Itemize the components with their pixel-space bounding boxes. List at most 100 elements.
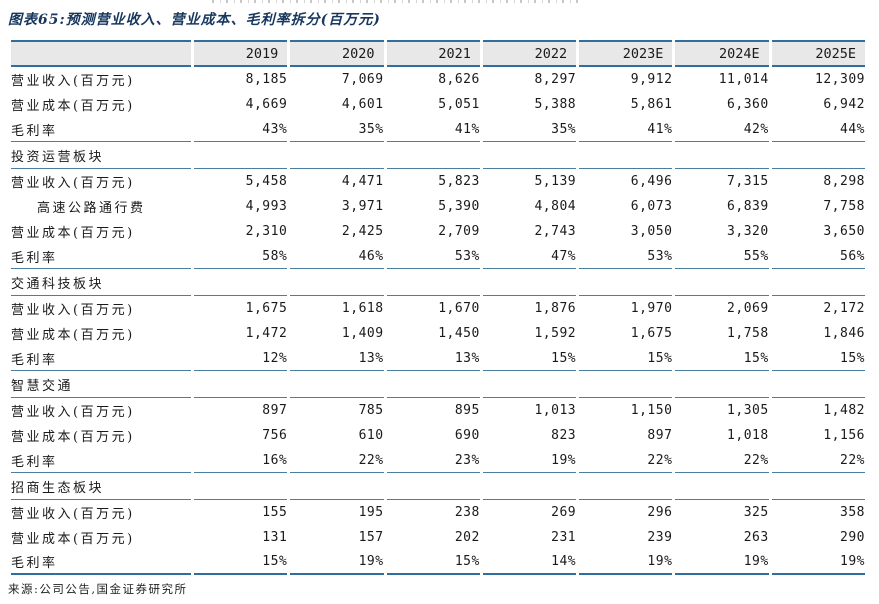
section-empty-cell bbox=[482, 269, 577, 296]
value-cell: 6,360 bbox=[727, 97, 769, 112]
value-cell: 22% bbox=[675, 448, 769, 473]
section-empty-cell bbox=[482, 473, 577, 500]
value-cell: 897 bbox=[647, 428, 673, 443]
value-cell: 1,482 bbox=[823, 403, 865, 418]
value-cell: 56% bbox=[771, 244, 865, 269]
value-cell: 239 bbox=[647, 530, 673, 545]
value-cell: 8,185 bbox=[245, 72, 288, 87]
section-empty-cell bbox=[482, 371, 577, 398]
section-empty-cell bbox=[579, 142, 673, 169]
table-row: 毛利率 43% 35% 41% 35% 41% 42% 44% bbox=[11, 117, 865, 142]
row-label: 营业收入(百万元) bbox=[11, 405, 135, 420]
value-cell: 1,670 bbox=[438, 301, 480, 316]
section-empty-cell bbox=[194, 142, 288, 169]
value-cell: 19% bbox=[290, 550, 384, 575]
value-cell: 7,315 bbox=[727, 174, 769, 189]
row-label: 营业成本(百万元) bbox=[11, 99, 135, 114]
value-cell: 296 bbox=[647, 505, 673, 520]
column-header: 2024E bbox=[675, 40, 769, 67]
row-label: 营业成本(百万元) bbox=[11, 532, 135, 547]
value-cell: 6,839 bbox=[727, 199, 769, 214]
value-cell: 358 bbox=[840, 505, 865, 520]
value-cell: 46% bbox=[290, 244, 384, 269]
section-empty-cell bbox=[579, 371, 673, 398]
value-cell: 1,675 bbox=[630, 326, 673, 341]
section-title-row: 投资运营板块 bbox=[11, 142, 865, 169]
source-note: 来源:公司公告,国金证券研究所 bbox=[8, 582, 188, 596]
table-row: 营业成本(百万元) 131 157 202 231 239 263 290 bbox=[11, 525, 865, 550]
section-empty-cell bbox=[386, 473, 480, 500]
value-cell: 269 bbox=[551, 505, 577, 520]
value-cell: 22% bbox=[771, 448, 865, 473]
value-cell: 690 bbox=[454, 428, 480, 443]
row-label: 毛利率 bbox=[11, 346, 191, 371]
value-cell: 290 bbox=[840, 530, 865, 545]
value-cell: 15% bbox=[386, 550, 480, 575]
value-cell: 6,942 bbox=[823, 97, 865, 112]
table-row: 营业成本(百万元) 1,472 1,409 1,450 1,592 1,675 1,758 1… bbox=[11, 321, 865, 346]
value-cell: 7,069 bbox=[341, 72, 384, 87]
section-empty-cell bbox=[675, 371, 769, 398]
value-cell: 3,050 bbox=[630, 224, 673, 239]
value-cell: 3,650 bbox=[823, 224, 865, 239]
value-cell: 6,496 bbox=[630, 174, 673, 189]
value-cell: 2,069 bbox=[727, 301, 769, 316]
column-header: 2022 bbox=[482, 40, 577, 67]
value-cell: 5,823 bbox=[438, 174, 480, 189]
section-empty-cell bbox=[290, 269, 384, 296]
value-cell: 19% bbox=[579, 550, 673, 575]
value-cell: 15% bbox=[482, 346, 577, 371]
table-row: 营业成本(百万元) 2,310 2,425 2,709 2,743 3,050 3,320 3… bbox=[11, 219, 865, 244]
value-cell: 325 bbox=[743, 505, 769, 520]
section-empty-cell bbox=[771, 473, 865, 500]
section-empty-cell bbox=[194, 371, 288, 398]
value-cell: 4,669 bbox=[245, 97, 288, 112]
value-cell: 1,618 bbox=[341, 301, 384, 316]
value-cell: 1,305 bbox=[727, 403, 769, 418]
section-empty-cell bbox=[482, 142, 577, 169]
value-cell: 1,472 bbox=[245, 326, 288, 341]
value-cell: 19% bbox=[482, 448, 577, 473]
cropped-text-fragment bbox=[212, 0, 580, 3]
row-label: 毛利率 bbox=[11, 550, 191, 575]
table-header-row: 2019 2020 2021 2022 2023E 2024E 2025E bbox=[11, 40, 865, 67]
value-cell: 1,592 bbox=[534, 326, 577, 341]
value-cell: 7,758 bbox=[823, 199, 865, 214]
value-cell: 23% bbox=[386, 448, 480, 473]
row-label: 营业成本(百万元) bbox=[11, 328, 135, 343]
value-cell: 4,993 bbox=[245, 199, 288, 214]
value-cell: 41% bbox=[579, 117, 673, 142]
value-cell: 897 bbox=[262, 403, 288, 418]
value-cell: 5,051 bbox=[438, 97, 480, 112]
section-empty-cell bbox=[675, 142, 769, 169]
figure-title: 图表65:预测营业收入、营业成本、毛利率拆分(百万元) bbox=[8, 12, 381, 28]
value-cell: 2,172 bbox=[823, 301, 865, 316]
value-cell: 15% bbox=[771, 346, 865, 371]
value-cell: 756 bbox=[262, 428, 288, 443]
value-cell: 231 bbox=[551, 530, 577, 545]
header-label-cell bbox=[11, 40, 191, 67]
table-row: 营业收入(百万元) 1,675 1,618 1,670 1,876 1,970 2,069 2… bbox=[11, 296, 865, 321]
value-cell: 15% bbox=[194, 550, 288, 575]
financial-forecast-table: 2019 2020 2021 2022 2023E 2024E 2025E 营业收入(百万元… bbox=[8, 40, 868, 575]
value-cell: 1,150 bbox=[630, 403, 673, 418]
value-cell: 6,073 bbox=[630, 199, 673, 214]
section-empty-cell bbox=[290, 473, 384, 500]
value-cell: 4,471 bbox=[341, 174, 384, 189]
value-cell: 4,804 bbox=[534, 199, 577, 214]
table-row: 毛利率 12% 13% 13% 15% 15% 15% 15% bbox=[11, 346, 865, 371]
section-title: 智慧交通 bbox=[11, 371, 191, 398]
value-cell: 35% bbox=[482, 117, 577, 142]
column-header: 2020 bbox=[290, 40, 384, 67]
value-cell: 42% bbox=[675, 117, 769, 142]
value-cell: 1,013 bbox=[534, 403, 577, 418]
value-cell: 1,018 bbox=[727, 428, 769, 443]
value-cell: 5,861 bbox=[630, 97, 673, 112]
section-title: 交通科技板块 bbox=[11, 269, 191, 296]
value-cell: 15% bbox=[579, 346, 673, 371]
row-label: 营业收入(百万元) bbox=[11, 74, 135, 89]
section-title: 招商生态板块 bbox=[11, 473, 191, 500]
value-cell: 47% bbox=[482, 244, 577, 269]
table-row: 毛利率 58% 46% 53% 47% 53% 55% 56% bbox=[11, 244, 865, 269]
value-cell: 131 bbox=[262, 530, 288, 545]
